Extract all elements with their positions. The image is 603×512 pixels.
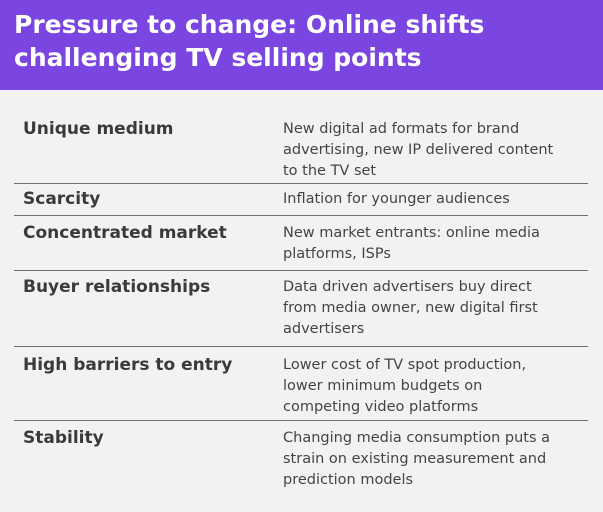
shift-line: Changing media consumption puts a (283, 430, 551, 446)
shift-line: Data driven advertisers buy direct (283, 279, 532, 295)
factor-label: Concentrated market (23, 223, 227, 243)
shift-line: lower minimum budgets on (283, 378, 483, 394)
shift-description: New market entrants: online media platfo… (283, 223, 588, 270)
shift-line: from media owner, new digital first (283, 300, 538, 316)
table-row-stability: Stability Changing media consumption put… (14, 421, 588, 496)
page-title-line-2: challenging TV selling points (14, 43, 422, 72)
shift-line: advertising, new IP delivered content (283, 142, 554, 158)
shift-line: to the TV set (283, 163, 377, 179)
factor-label: High barriers to entry (23, 355, 233, 375)
shift-description: Changing media consumption puts a strain… (283, 428, 588, 496)
table-row-scarcity: Scarcity Inflation for younger audiences (14, 184, 588, 216)
factor-label: Scarcity (23, 189, 101, 209)
shift-description: Inflation for younger audiences (283, 189, 588, 215)
factor-label: Unique medium (23, 119, 174, 139)
shift-line: prediction models (283, 472, 414, 488)
shift-description: New digital ad formats for brand adverti… (283, 119, 588, 183)
shift-line: competing video platforms (283, 399, 479, 415)
page-title-line-1: Pressure to change: Online shifts (14, 10, 485, 39)
table-row-unique-medium: Unique medium New digital ad formats for… (14, 112, 588, 184)
shift-line: New digital ad formats for brand (283, 121, 520, 137)
table-row-concentrated-market: Concentrated market New market entrants:… (14, 216, 588, 271)
shift-line: Lower cost of TV spot production, (283, 357, 527, 373)
shift-description: Lower cost of TV spot production, lower … (283, 355, 588, 420)
table-row-buyer-relationships: Buyer relationships Data driven advertis… (14, 271, 588, 347)
selling-points-table: Unique medium New digital ad formats for… (14, 112, 588, 496)
shift-line: platforms, ISPs (283, 246, 391, 262)
shift-line: Inflation for younger audiences (283, 191, 510, 207)
factor-label: Stability (23, 428, 104, 448)
shift-line: strain on existing measurement and (283, 451, 547, 467)
shift-description: Data driven advertisers buy direct from … (283, 277, 588, 346)
shift-line: New market entrants: online media (283, 225, 540, 241)
title-banner: Pressure to change: Online shifts challe… (0, 0, 603, 90)
factor-label: Buyer relationships (23, 277, 211, 297)
table-row-high-barriers-to-entry: High barriers to entry Lower cost of TV … (14, 347, 588, 421)
shift-line: advertisers (283, 321, 365, 337)
